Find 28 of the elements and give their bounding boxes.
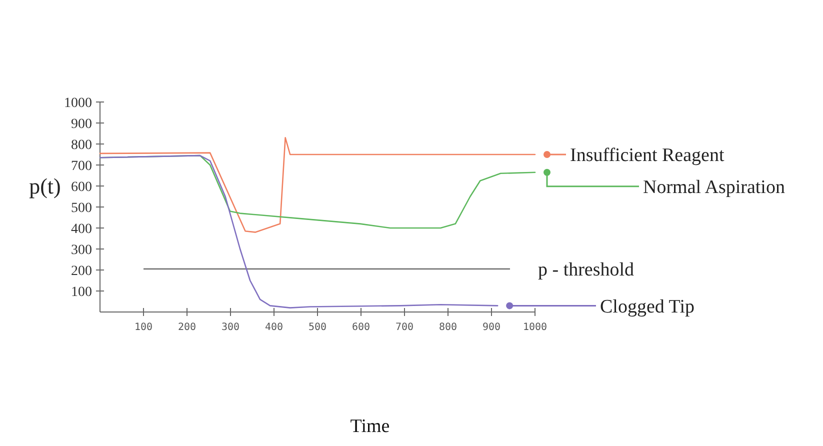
- y-tick-label: 300: [71, 242, 92, 258]
- x-tick-label: 900: [482, 322, 501, 333]
- legend-label: Normal Aspiration: [643, 177, 786, 198]
- ref-line-label: p - threshold: [538, 260, 635, 281]
- x-tick-label: 800: [438, 322, 458, 333]
- line-series: [99, 137, 536, 233]
- x-tick-label: 200: [178, 322, 196, 333]
- y-tick-label: 200: [71, 264, 92, 279]
- y-axis-title: p(t): [29, 174, 61, 199]
- y-tick-label: 600: [71, 180, 92, 195]
- x-tick-label: 700: [395, 322, 414, 333]
- x-axis-title: Time: [350, 416, 390, 437]
- x-tick-label: 500: [308, 322, 327, 333]
- x-tick-label: 400: [264, 322, 284, 333]
- x-tick-label: 1000: [522, 322, 548, 333]
- y-tick-label: 500: [71, 200, 92, 216]
- y-tick-label: 400: [71, 222, 92, 237]
- legend-label: Insufficient Reagent: [570, 145, 725, 166]
- legend-label: Clogged Tip: [600, 296, 695, 318]
- y-tick-label: 800: [71, 138, 92, 153]
- y-tick-label: 1000: [64, 96, 92, 111]
- x-tick-label: 600: [352, 322, 370, 333]
- y-tick-label: 100: [71, 284, 92, 300]
- x-tick-label: 100: [134, 322, 153, 333]
- line-series: [99, 154, 498, 308]
- y-tick-label: 700: [71, 158, 92, 174]
- y-tick-label: 900: [71, 116, 92, 132]
- x-tick-label: 300: [221, 322, 240, 333]
